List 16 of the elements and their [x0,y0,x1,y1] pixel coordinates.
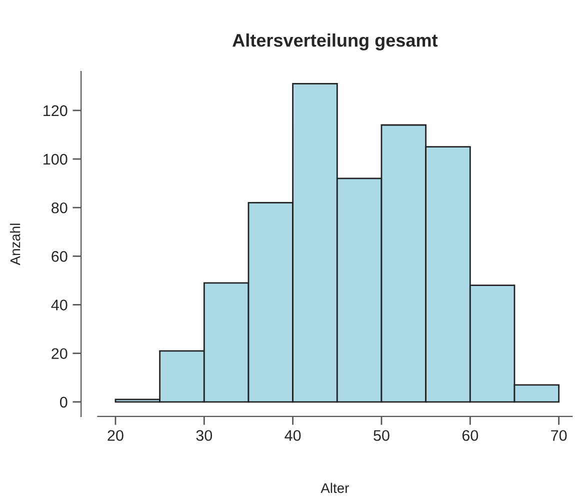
y-tick-label: 120 [44,105,68,116]
x-axis-title: Alter [320,482,349,494]
x-tick-label: 30 [196,430,212,441]
y-axis-title: Anzahl [10,224,20,266]
y-tick-label: 20 [52,348,68,360]
y-tick-label: 0 [60,396,68,408]
x-tick-label: 20 [108,430,124,441]
x-tick-label: 40 [284,430,301,441]
y-tick-label: 100 [44,154,68,165]
y-tick-label: 40 [51,300,68,310]
y-tick-label: 80 [52,202,68,214]
x-tick-label: 50 [374,430,390,441]
x-tick-label: 60 [462,430,478,441]
chart-title: Altersverteilung gesamt [232,33,438,50]
y-tick-label: 60 [52,251,68,262]
x-tick-label: 70 [551,430,567,441]
